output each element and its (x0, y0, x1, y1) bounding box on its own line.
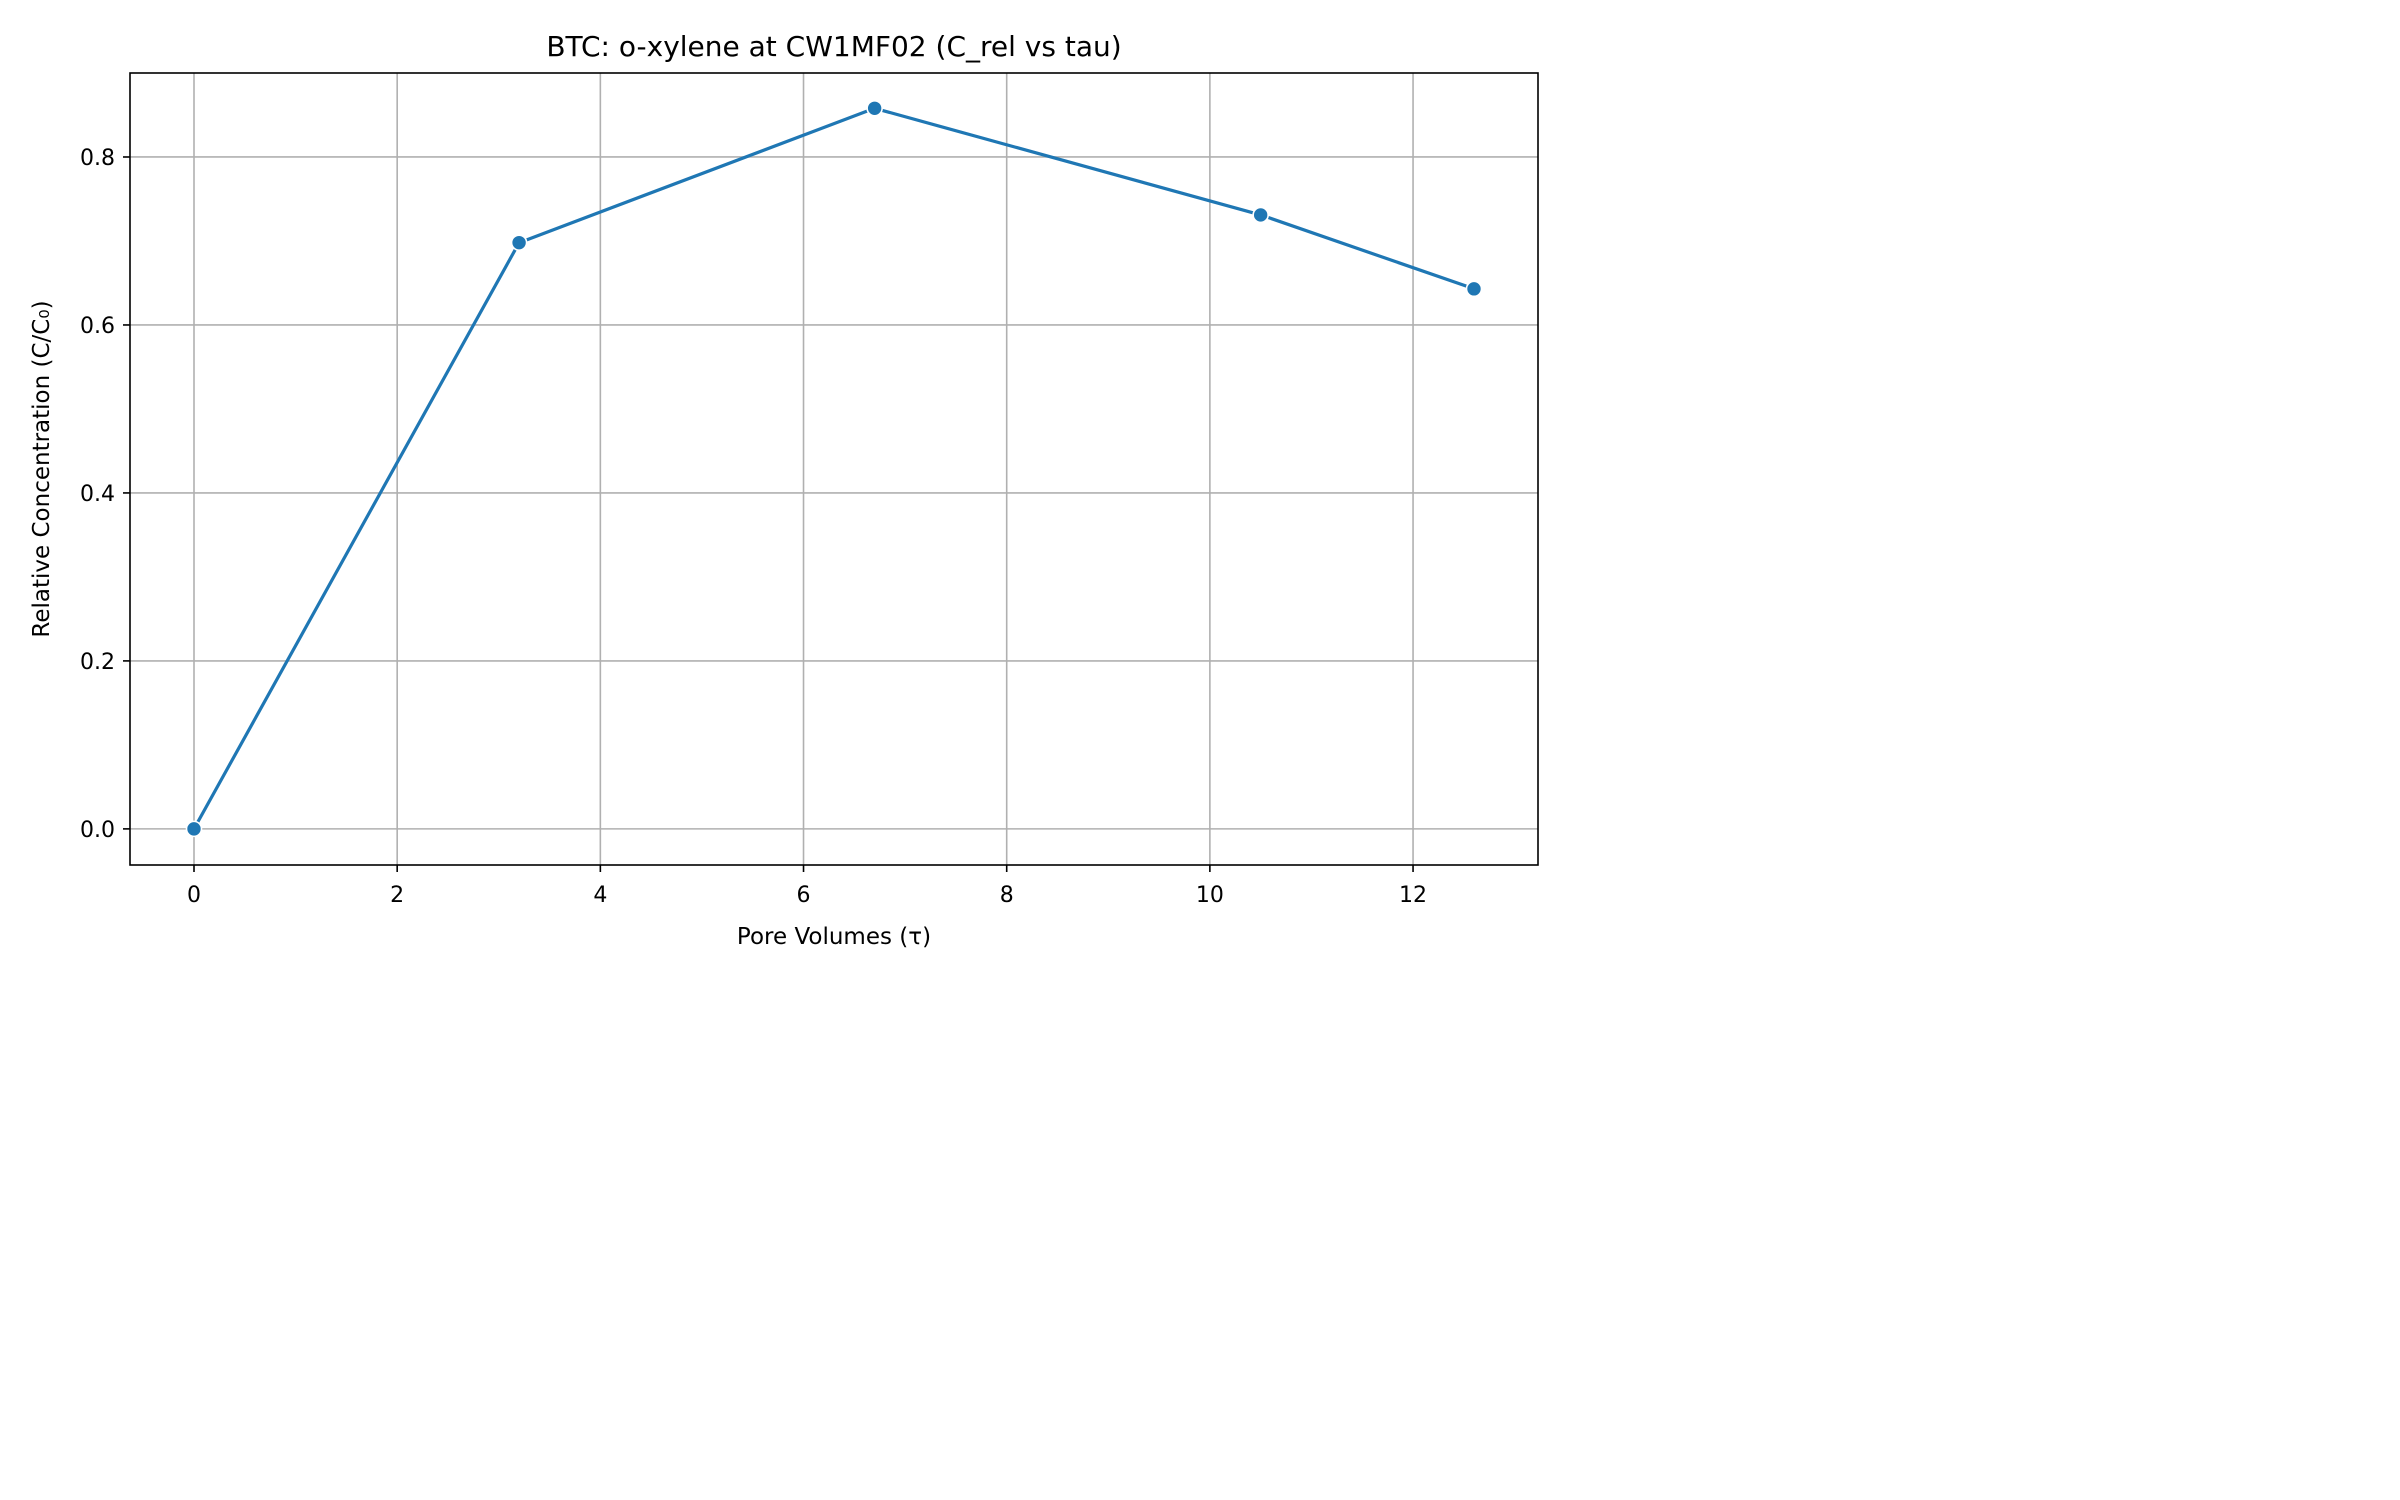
chart-container: 0 2 4 6 8 10 12 0.0 0.2 0.4 0.6 0.8 BTC: o-xylene a… (0, 0, 1564, 980)
x-tick-label: 0 (187, 883, 201, 908)
data-point (1252, 206, 1269, 224)
axis-ticks: 0 2 4 6 8 10 12 0.0 0.2 0.4 0.6 0.8 (80, 146, 1427, 908)
x-tick-label: 8 (1000, 883, 1014, 908)
y-tick-label: 0.2 (80, 650, 115, 675)
y-tick-label: 0.8 (80, 146, 115, 171)
chart-title: BTC: o-xylene at CW1MF02 (C_rel vs tau) (546, 30, 1121, 63)
x-tick-label: 10 (1196, 883, 1224, 908)
x-tick-label: 4 (593, 883, 607, 908)
line-chart: 0 2 4 6 8 10 12 0.0 0.2 0.4 0.6 0.8 BTC: o-xylene a… (0, 0, 1564, 980)
y-tick-label: 0.4 (80, 482, 115, 507)
plot-frame (129, 72, 1539, 866)
figure-background (0, 0, 1564, 980)
data-point (185, 820, 203, 838)
data-point (866, 99, 883, 117)
x-tick-label: 6 (797, 883, 811, 908)
grid-lines (130, 73, 1538, 865)
y-tick-label: 0.0 (80, 818, 115, 843)
x-tick-label: 2 (390, 883, 404, 908)
x-tick-label: 12 (1399, 883, 1427, 908)
data-point (510, 234, 528, 251)
x-axis-label: Pore Volumes (τ) (737, 924, 931, 950)
y-tick-label: 0.6 (80, 314, 115, 339)
y-axis-label: Relative Concentration (C/C₀) (29, 300, 55, 637)
data-point (1465, 280, 1483, 298)
series-layer (185, 99, 1483, 838)
